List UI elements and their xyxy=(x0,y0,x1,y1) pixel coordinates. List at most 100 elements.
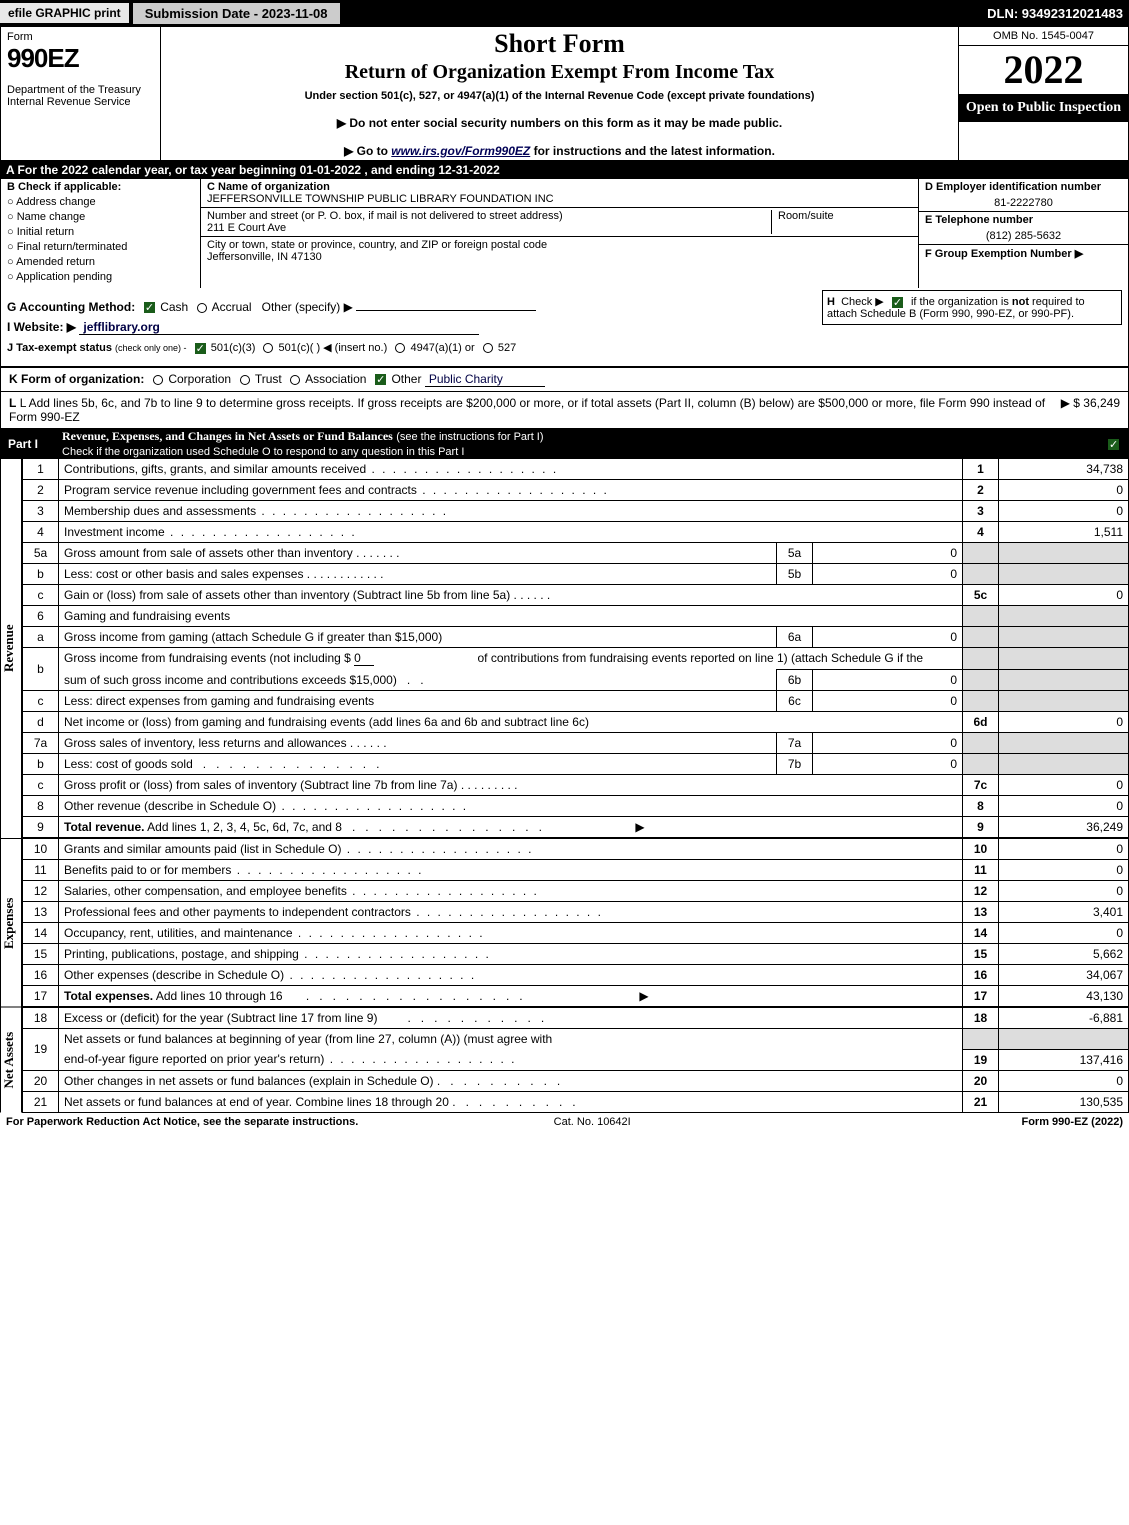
k-trust-radio[interactable] xyxy=(240,375,250,385)
sub-num: 5a xyxy=(777,543,813,564)
website-link[interactable]: jefflibrary.org xyxy=(79,320,479,335)
line-num: 6 xyxy=(23,606,59,627)
col-b-header: B Check if applicable: xyxy=(7,181,194,193)
grey-cell xyxy=(963,543,999,564)
expenses-table: 10Grants and similar amounts paid (list … xyxy=(22,838,1129,1007)
part-1-header: Part I Revenue, Expenses, and Changes in… xyxy=(0,429,1129,458)
k-other-check[interactable] xyxy=(375,374,386,385)
line-num: 15 xyxy=(23,944,59,965)
line-num: 8 xyxy=(23,796,59,817)
grey-cell xyxy=(999,670,1129,691)
g-accrual-radio[interactable] xyxy=(197,303,207,313)
c-name-label: C Name of organization xyxy=(207,181,912,193)
f-group-label: F Group Exemption Number ▶ xyxy=(925,248,1083,260)
line-ref: 17 xyxy=(963,986,999,1007)
d-ein-block: D Employer identification number 81-2222… xyxy=(919,179,1128,212)
part-1-checkbox[interactable] xyxy=(1108,439,1119,450)
k-assoc-radio[interactable] xyxy=(290,375,300,385)
sub-amt: 0 xyxy=(813,733,963,754)
dots-filler xyxy=(324,1052,516,1066)
g-cash: Cash xyxy=(160,300,188,314)
dots-filler xyxy=(299,947,491,961)
h-checkbox[interactable] xyxy=(892,297,903,308)
line-text: Gross profit or (loss) from sales of inv… xyxy=(64,778,457,792)
j-501c-radio[interactable] xyxy=(263,343,273,353)
line-amt: 36,249 xyxy=(999,817,1129,838)
table-row: end-of-year figure reported on prior yea… xyxy=(23,1049,1129,1070)
grey-cell xyxy=(963,754,999,775)
line-num: 2 xyxy=(23,480,59,501)
revenue-section: Revenue 1Contributions, gifts, grants, a… xyxy=(0,458,1129,838)
line-num: 9 xyxy=(23,817,59,838)
dots-filler xyxy=(341,842,533,856)
expenses-section: Expenses 10Grants and similar amounts pa… xyxy=(0,838,1129,1007)
line-amt: 0 xyxy=(999,923,1129,944)
check-initial-return[interactable]: Initial return xyxy=(7,226,194,238)
efile-button[interactable]: efile GRAPHIC print xyxy=(0,3,129,23)
line-amt: 5,662 xyxy=(999,944,1129,965)
k-other-value: Public Charity xyxy=(425,372,545,387)
line-amt: 0 xyxy=(999,712,1129,733)
dots-filler xyxy=(366,462,558,476)
table-row: aGross income from gaming (attach Schedu… xyxy=(23,627,1129,648)
line-num: 16 xyxy=(23,965,59,986)
g-other-input[interactable] xyxy=(356,310,536,311)
part-1-note: (see the instructions for Part I) xyxy=(396,431,543,443)
line-text: Less: cost or other basis and sales expe… xyxy=(64,567,303,581)
k-other: Other xyxy=(391,372,421,386)
line-ref: 18 xyxy=(963,1008,999,1029)
line-num: b xyxy=(23,648,59,691)
check-final-return[interactable]: Final return/terminated xyxy=(7,241,194,253)
table-row: cGain or (loss) from sale of assets othe… xyxy=(23,585,1129,606)
j-4947-radio[interactable] xyxy=(395,343,405,353)
line-amt: -6,881 xyxy=(999,1008,1129,1029)
e-phone-label: E Telephone number xyxy=(925,214,1122,226)
check-amended-return[interactable]: Amended return xyxy=(7,256,194,268)
line-text: Gain or (loss) from sale of assets other… xyxy=(64,588,510,602)
check-address-change[interactable]: Address change xyxy=(7,196,194,208)
irs-link[interactable]: www.irs.gov/Form990EZ xyxy=(391,144,530,158)
grey-cell xyxy=(963,733,999,754)
j-527-radio[interactable] xyxy=(483,343,493,353)
sub-num: 7b xyxy=(777,754,813,775)
j-opt4: 527 xyxy=(498,342,516,354)
instruction-1: ▶ Do not enter social security numbers o… xyxy=(167,116,952,130)
line-num: 19 xyxy=(23,1029,59,1071)
org-city: Jeffersonville, IN 47130 xyxy=(207,251,912,263)
sub-num: 5b xyxy=(777,564,813,585)
table-row: 13Professional fees and other payments t… xyxy=(23,902,1129,923)
f-group-block: F Group Exemption Number ▶ xyxy=(919,245,1128,262)
k-corp-radio[interactable] xyxy=(153,375,163,385)
header-center: Short Form Return of Organization Exempt… xyxy=(161,27,958,160)
sub-num: 7a xyxy=(777,733,813,754)
line-ref: 5c xyxy=(963,585,999,606)
table-row: sum of such gross income and contributio… xyxy=(23,670,1129,691)
line-ref: 19 xyxy=(963,1049,999,1070)
line-text: Net assets or fund balances at end of ye… xyxy=(64,1095,449,1109)
line-text: Grants and similar amounts paid (list in… xyxy=(64,842,341,856)
g-cash-checkbox[interactable] xyxy=(144,302,155,313)
table-row: dNet income or (loss) from gaming and fu… xyxy=(23,712,1129,733)
line-k-form-org: K Form of organization: Corporation Trus… xyxy=(0,367,1129,391)
j-501c3-check[interactable] xyxy=(195,343,206,354)
dln-label: DLN: 93492312021483 xyxy=(987,6,1129,21)
grey-cell xyxy=(999,691,1129,712)
grey-cell xyxy=(999,754,1129,775)
footer-cat: Cat. No. 10642I xyxy=(554,1116,631,1128)
table-row: 1Contributions, gifts, grants, and simil… xyxy=(23,459,1129,480)
phone-value: (812) 285-5632 xyxy=(925,230,1122,242)
grey-cell xyxy=(999,606,1129,627)
e-phone-block: E Telephone number (812) 285-5632 xyxy=(919,212,1128,245)
table-row: cLess: direct expenses from gaming and f… xyxy=(23,691,1129,712)
check-name-change[interactable]: Name change xyxy=(7,211,194,223)
line-text: Benefits paid to or for members xyxy=(64,863,231,877)
col-d-ein-phone: D Employer identification number 81-2222… xyxy=(918,179,1128,288)
grey-cell xyxy=(963,1029,999,1050)
j-opt2: 501(c)( ) ◀ (insert no.) xyxy=(279,342,388,354)
sub-num: 6b xyxy=(777,670,813,691)
check-application-pending[interactable]: Application pending xyxy=(7,271,194,283)
dots-filler xyxy=(284,968,476,982)
line-ref: 4 xyxy=(963,522,999,543)
k-corp: Corporation xyxy=(168,372,231,386)
line-amt: 0 xyxy=(999,796,1129,817)
